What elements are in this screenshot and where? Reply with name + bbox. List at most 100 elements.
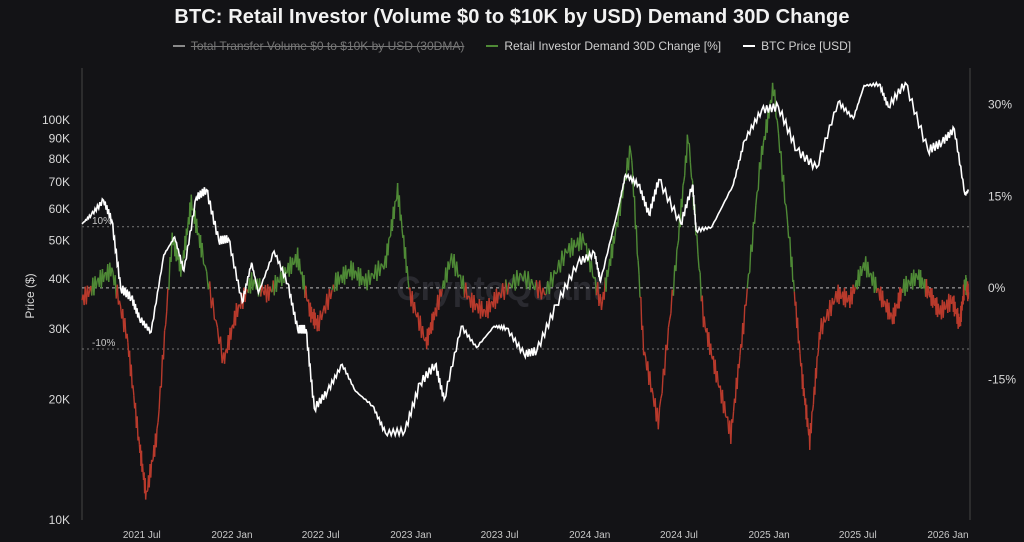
demand-segment-788: [894, 304, 897, 317]
demand-segment-83: [155, 428, 158, 448]
demand-segment-152: [219, 336, 223, 364]
legend-item-btc-price[interactable]: BTC Price [USD]: [743, 39, 851, 53]
y-left-tick-label-6: 70K: [49, 175, 70, 189]
y-left-tick-label-4: 50K: [49, 233, 70, 247]
demand-segment-142: [204, 265, 208, 272]
demand-segment-453: [551, 270, 555, 288]
demand-segment-135: [197, 232, 200, 235]
x-tick-label-2: 2022 Jul: [302, 530, 340, 541]
demand-segment-47: [130, 364, 133, 389]
demand-segment-518: [630, 152, 633, 161]
x-tick-label-7: 2025 Jan: [748, 530, 789, 541]
demand-segment-725: [832, 300, 836, 305]
demand-segment-205: [276, 276, 280, 283]
demand-segment-582: [696, 234, 699, 255]
demand-segment-732: [840, 296, 843, 300]
demand-segment-433: [519, 272, 523, 276]
x-tick-label-3: 2023 Jan: [390, 530, 431, 541]
legend-item-transfer-volume[interactable]: Total Transfer Volume $0 to $10K by USD …: [172, 39, 465, 53]
demand-segment-141: [203, 263, 206, 267]
y-right-tick-label-3: -15%: [988, 373, 1016, 387]
demand-segment-538: [649, 371, 652, 393]
demand-segment-448: [544, 293, 547, 296]
demand-segment-419: [498, 291, 500, 294]
demand-segment-177: [245, 288, 248, 291]
demand-segment-554: [667, 319, 671, 328]
demand-segment-126: [190, 194, 193, 211]
demand-segment-162: [230, 327, 233, 340]
demand-segment-71: [146, 490, 149, 493]
demand-segment-133: [195, 218, 199, 236]
demand-segment-661: [776, 120, 780, 134]
x-tick-label-8: 2025 Jul: [839, 530, 877, 541]
demand-segment-556: [670, 289, 673, 314]
demand-segment-145: [209, 281, 213, 309]
demand-segment-640: [755, 191, 758, 206]
demand-segment-78: [151, 459, 154, 462]
legend-swatch-transfer-volume: [172, 45, 185, 47]
demand-segment-95: [168, 257, 171, 290]
demand-segment-718: [824, 319, 827, 323]
demand-segment-738: [845, 291, 848, 303]
demand-segment-680: [796, 317, 800, 344]
demand-segment-520: [631, 173, 635, 198]
demand-segment-504: [613, 231, 617, 244]
demand-segment-561: [676, 245, 679, 251]
demand-segment-291: [361, 275, 365, 279]
demand-segment-675: [792, 279, 796, 292]
demand-segment-42: [126, 333, 129, 343]
demand-segment-618: [731, 411, 735, 423]
demand-segment-382: [455, 261, 459, 278]
demand-segment-76: [150, 459, 153, 478]
demand-segment-625: [738, 355, 741, 369]
demand-segment-853: [950, 301, 954, 305]
reference-line-label-0: 10%: [92, 216, 112, 227]
demand-segment-519: [631, 160, 634, 174]
demand-segment-525: [636, 253, 639, 261]
demand-segment-753: [860, 268, 864, 277]
y-left-tick-label-2: 30K: [49, 322, 70, 336]
demand-segment-642: [757, 162, 761, 190]
x-tick-label-1: 2022 Jan: [211, 530, 252, 541]
demand-segment-143: [205, 271, 209, 290]
demand-segment-632: [745, 288, 748, 306]
demand-segment-391: [467, 295, 471, 298]
demand-segment-831: [932, 294, 935, 304]
demand-segment-347: [421, 325, 425, 339]
y-left-tick-label-9: 100K: [42, 113, 70, 127]
demand-segment-324: [398, 195, 401, 221]
demand-segment-662: [777, 133, 781, 154]
demand-segment-540: [651, 387, 654, 395]
demand-segment-739: [846, 299, 849, 303]
demand-segment-746: [853, 286, 856, 294]
demand-segment-577: [690, 177, 694, 181]
y-left-axis-title: Price ($): [23, 273, 37, 318]
demand-segment-376: [448, 260, 452, 270]
y-left-tick-label-1: 20K: [49, 393, 70, 407]
legend-item-retail-demand[interactable]: Retail Investor Demand 30D Change [%]: [486, 39, 721, 53]
demand-segment-33: [116, 284, 120, 305]
demand-segment-522: [633, 195, 637, 230]
demand-segment-105: [176, 247, 179, 260]
demand-segment-369: [440, 288, 443, 297]
demand-segment-276: [346, 270, 349, 280]
demand-segment-548: [660, 393, 663, 399]
demand-segment-547: [658, 398, 662, 408]
legend-label-transfer-volume: Total Transfer Volume $0 to $10K by USD …: [190, 39, 465, 53]
demand-segment-716: [821, 316, 825, 335]
demand-segment-668: [785, 205, 789, 220]
demand-segment-404: [481, 309, 485, 317]
demand-segment-516: [627, 145, 631, 171]
y-right-tick-label-2: 0%: [988, 281, 1006, 295]
demand-segment-817: [921, 277, 924, 285]
demand-segment-533: [643, 351, 647, 358]
demand-segment-482: [590, 260, 594, 276]
demand-segment-603: [716, 371, 719, 386]
x-tick-label-5: 2024 Jan: [569, 530, 610, 541]
y-right-tick-label-1: 15%: [988, 189, 1012, 203]
demand-segment-553: [666, 327, 670, 351]
demand-segment-766: [874, 276, 878, 293]
demand-segment-689: [803, 388, 806, 398]
demand-segment-610: [723, 401, 727, 417]
